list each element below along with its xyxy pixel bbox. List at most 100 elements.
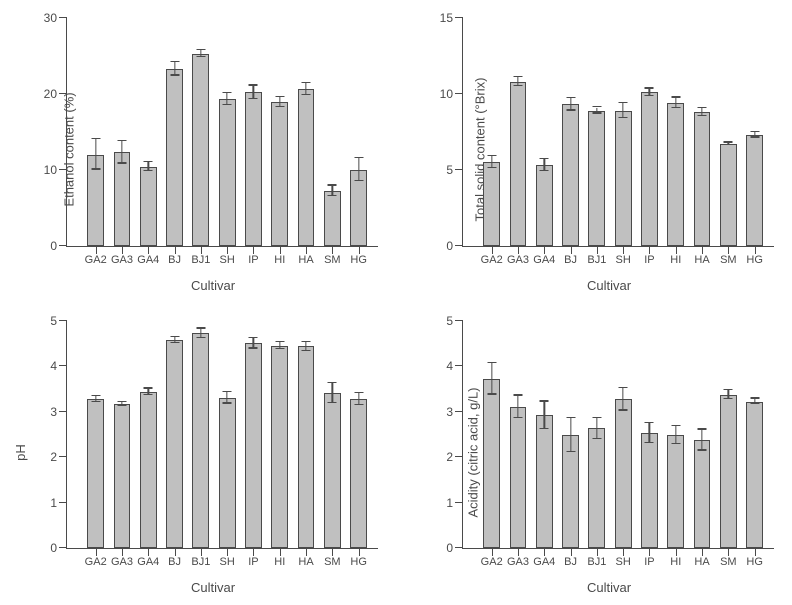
xtick-label: HA [694, 246, 709, 266]
error-cap [328, 382, 337, 383]
xtick-label: GA3 [507, 548, 529, 568]
xtick-label: SH [616, 246, 631, 266]
bar [245, 92, 262, 245]
error-cap [540, 170, 549, 171]
xtick-label: GA2 [85, 246, 107, 266]
error-cap [566, 109, 575, 110]
error-cap [671, 443, 680, 444]
bar [615, 111, 632, 246]
xtick-label: HI [274, 548, 285, 568]
xtick-label: BJ1 [191, 548, 210, 568]
bar [562, 104, 579, 245]
error-cap [540, 158, 549, 159]
error-cap [275, 348, 284, 349]
ytick-label: 10 [440, 87, 463, 101]
xtick-label: HG [350, 246, 367, 266]
xtick-label: GA4 [137, 548, 159, 568]
bar [483, 162, 500, 245]
xtick-label: SH [220, 246, 235, 266]
error-cap [328, 402, 337, 403]
bar [324, 191, 341, 246]
error-cap [724, 141, 733, 142]
plot-area: 0102030GA2GA3GA4BJBJ1SHIPHIHASMHG [66, 18, 378, 247]
ytick-label: 2 [446, 450, 463, 464]
error-cap [302, 341, 311, 342]
error-cap [91, 401, 100, 402]
xtick-label: IP [644, 548, 654, 568]
xtick-label: HI [670, 246, 681, 266]
error-cap [619, 117, 628, 118]
error-cap [170, 342, 179, 343]
bar [192, 333, 209, 548]
xtick-label: GA2 [481, 548, 503, 568]
error-cap [619, 409, 628, 410]
ytick-label: 3 [50, 405, 67, 419]
xtick-label: SM [324, 246, 341, 266]
ytick-label: 4 [50, 359, 67, 373]
error-cap [117, 404, 126, 405]
error-cap [144, 170, 153, 171]
error-cap [645, 422, 654, 423]
xtick-label: GA3 [111, 548, 133, 568]
ytick-label: 0 [50, 239, 67, 253]
error-cap [724, 398, 733, 399]
error-bar [121, 141, 122, 164]
error-cap [592, 417, 601, 418]
error-cap [170, 74, 179, 75]
bar [87, 399, 104, 548]
error-cap [196, 49, 205, 50]
error-cap [645, 442, 654, 443]
ytick-label: 0 [446, 541, 463, 555]
error-bar [596, 418, 597, 439]
bar [166, 340, 183, 548]
xtick-label: SM [324, 548, 341, 568]
error-cap [540, 400, 549, 401]
bar [588, 111, 605, 246]
error-cap [249, 84, 258, 85]
error-cap [592, 438, 601, 439]
error-cap [302, 82, 311, 83]
ytick-label: 15 [440, 11, 463, 25]
xtick-label: GA4 [533, 548, 555, 568]
bar [483, 379, 500, 548]
xtick-label: HI [670, 548, 681, 568]
error-cap [249, 347, 258, 348]
error-cap [302, 94, 311, 95]
xtick-label: SM [720, 548, 737, 568]
error-cap [328, 184, 337, 185]
bar [271, 102, 288, 245]
xtick-label: IP [248, 548, 258, 568]
xtick-label: HA [298, 246, 313, 266]
error-cap [223, 92, 232, 93]
xtick-label: BJ [564, 548, 577, 568]
error-cap [540, 428, 549, 429]
bar [615, 399, 632, 548]
ytick-label: 0 [50, 541, 67, 555]
ytick-label: 1 [446, 496, 463, 510]
xtick-label: SM [720, 246, 737, 266]
plot-area: 051015GA2GA3GA4BJBJ1SHIPHIHASMHG [462, 18, 774, 247]
error-bar [570, 418, 571, 453]
error-bar [623, 388, 624, 411]
error-cap [144, 161, 153, 162]
ytick-label: 10 [44, 163, 67, 177]
bar [667, 103, 684, 246]
error-cap [513, 394, 522, 395]
error-cap [487, 393, 496, 394]
error-cap [117, 401, 126, 402]
error-bar [544, 402, 545, 429]
xtick-label: IP [644, 246, 654, 266]
error-cap [619, 102, 628, 103]
error-cap [750, 131, 759, 132]
bar [510, 82, 527, 246]
error-cap [328, 195, 337, 196]
xtick-label: BJ1 [191, 246, 210, 266]
error-cap [354, 180, 363, 181]
bar [166, 69, 183, 246]
error-bar [95, 139, 96, 169]
error-cap [750, 403, 759, 404]
error-cap [750, 136, 759, 137]
error-cap [698, 107, 707, 108]
error-cap [144, 394, 153, 395]
error-bar [332, 383, 333, 403]
